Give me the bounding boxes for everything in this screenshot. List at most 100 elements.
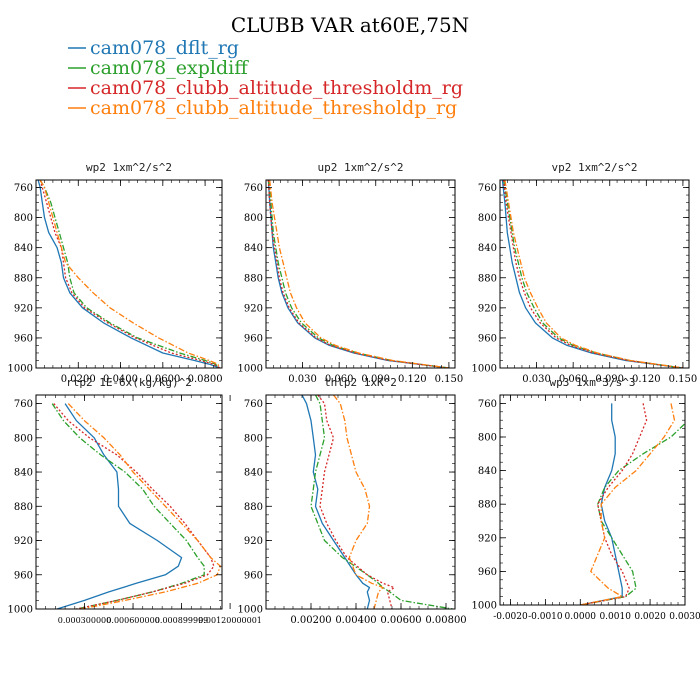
y-tick-label: 760 (478, 399, 497, 410)
series-line-3 (269, 180, 449, 368)
y-tick-label: 960 (14, 570, 33, 581)
series-line-2 (317, 395, 395, 609)
y-tick-label: 920 (244, 303, 263, 314)
series-line-1 (310, 395, 453, 609)
y-tick-label: 1000 (472, 601, 497, 612)
y-tick-label: 840 (14, 468, 33, 479)
y-tick-label: 760 (244, 183, 263, 194)
y-tick-label: 840 (478, 466, 497, 477)
x-tick-label: 0.150 (435, 374, 464, 385)
y-tick-label: 760 (478, 183, 497, 194)
panel-5: wp3 1xm^3/s^37608008408809209601000-0.00… (472, 376, 700, 622)
y-tick-label: 1000 (8, 605, 33, 616)
x-tick-label: 0.090 (595, 374, 624, 385)
panel-2: vp2 1xm^2/s^2 760 800 840 880 920 960 1000 0.030… (472, 161, 698, 385)
series-line-1 (503, 180, 683, 368)
series-line-3 (504, 180, 683, 368)
y-tick-label: 760 (14, 399, 33, 410)
series-line-1 (51, 403, 205, 609)
series-line-0 (37, 180, 221, 368)
series-line-1 (39, 180, 219, 368)
series-line-2 (39, 180, 221, 368)
panel-title: up2 1xm^2/s^2 (317, 161, 403, 174)
panel-3: rtp2 1E-6x(kg/kg)^2 760 800 840 880 920 960 100… (8, 376, 262, 625)
y-tick-label: 920 (244, 536, 263, 547)
x-tick-label: 0.000300000 (58, 616, 111, 625)
panels: wp2 1xm^2/s^2 760 800 840 880 920 960 1000 0.020… (8, 161, 700, 626)
x-tick-label: 0.000600000 (106, 616, 159, 625)
series-line-0 (56, 403, 183, 609)
y-tick-label: 960 (14, 333, 33, 344)
y-tick-label: 920 (478, 303, 497, 314)
legend-entry-1: cam078_expldiff (90, 57, 249, 79)
series-line-3 (332, 395, 384, 609)
y-tick-label: 1000 (238, 364, 263, 375)
series-line-3 (580, 403, 676, 605)
y-tick-label: 880 (478, 273, 497, 284)
x-tick-label: 0.0200 (61, 374, 96, 385)
series-line-3 (39, 180, 221, 368)
series-line-2 (53, 403, 215, 609)
y-tick-label: 800 (244, 433, 263, 444)
y-tick-label: 840 (244, 468, 263, 479)
series-line-2 (503, 180, 683, 368)
y-tick-label: 960 (478, 333, 497, 344)
x-tick-label: 0.0000 (565, 612, 597, 622)
y-tick-label: 880 (478, 500, 497, 511)
series-line-2 (267, 180, 449, 368)
y-tick-label: 760 (14, 183, 33, 194)
x-tick-label: 0.00200 (290, 615, 331, 626)
y-tick-label: 880 (14, 273, 33, 284)
x-tick-label: -0.0020 (493, 612, 528, 622)
x-tick-label: 0.120 (632, 374, 661, 385)
x-tick-label: 0.090 (361, 374, 390, 385)
panel-0: wp2 1xm^2/s^2 760 800 840 880 920 960 1000 0.020… (8, 161, 223, 385)
panel-title: wp2 1xm^2/s^2 (86, 161, 172, 174)
x-tick-label: 0.000899999 (155, 616, 208, 625)
series-line-2 (580, 403, 648, 605)
legend-entry-3: cam078_clubb_altitude_thresholdp_rg (90, 97, 457, 119)
x-tick-label: 0.0030 (669, 612, 700, 622)
y-tick-label: 880 (14, 502, 33, 513)
x-tick-label: 0.0020 (634, 612, 666, 622)
y-tick-label: 920 (478, 533, 497, 544)
y-tick-label: 840 (478, 243, 497, 254)
series-line-0 (501, 180, 683, 368)
series-line-0 (580, 403, 623, 605)
panel-4: thlp2 1xK^2 760 800 840 880 920 960 1000 0.00200… (238, 376, 467, 626)
x-tick-label: 0.00400 (335, 615, 376, 626)
y-tick-label: 920 (14, 536, 33, 547)
series-line-0 (267, 180, 449, 368)
x-tick-label: 0.060 (559, 374, 588, 385)
x-tick-label: 0.150 (669, 374, 698, 385)
y-tick-label: 880 (244, 502, 263, 513)
series-line-3 (67, 403, 222, 609)
panel-1: up2 1xm^2/s^2 760 800 840 880 920 960 1000 0.030… (238, 161, 464, 385)
y-tick-label: 800 (478, 213, 497, 224)
x-tick-label: 0.00800 (425, 615, 466, 626)
y-tick-label: 760 (244, 399, 263, 410)
x-tick-label: 0.030 (288, 374, 317, 385)
y-tick-label: 800 (244, 213, 263, 224)
series-line-0 (301, 395, 371, 609)
y-tick-label: 960 (244, 570, 263, 581)
x-tick-label: 0.060 (325, 374, 354, 385)
y-tick-label: 800 (14, 433, 33, 444)
y-tick-label: 880 (244, 273, 263, 284)
plot-frame (35, 394, 223, 610)
plot-frame (499, 179, 690, 369)
panel-title: vp2 1xm^2/s^2 (551, 161, 637, 174)
series-line-1 (267, 180, 449, 368)
y-tick-label: 840 (14, 243, 33, 254)
x-tick-label: 0.00120000001 (198, 616, 262, 625)
x-tick-label: 0.00600 (380, 615, 421, 626)
x-tick-label: 0.0800 (188, 374, 223, 385)
legend-entry-0: cam078_dflt_rg (90, 37, 239, 59)
plot-frame (265, 394, 456, 610)
x-tick-label: -0.0010 (528, 612, 563, 622)
y-tick-label: 960 (478, 567, 497, 578)
figure-title: CLUBB VAR at60E,75N (231, 13, 469, 37)
y-tick-label: 800 (478, 433, 497, 444)
